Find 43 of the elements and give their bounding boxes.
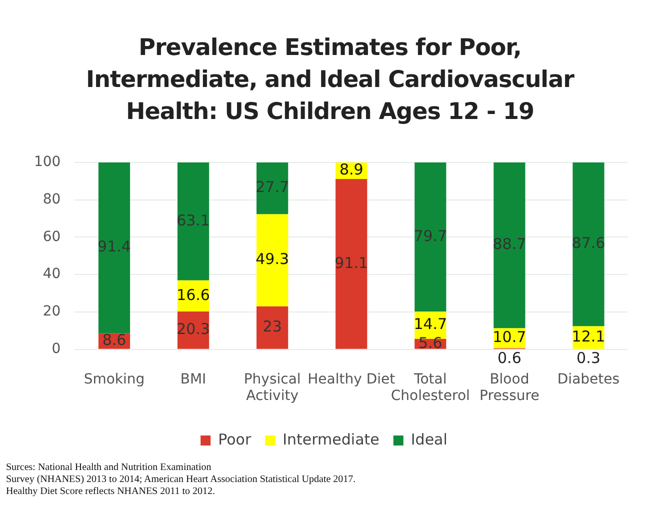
y-tick-label: 60 <box>42 228 61 245</box>
y-tick-label: 0 <box>52 341 61 358</box>
y-tick-label: 80 <box>42 191 61 208</box>
data-label: 20.3 <box>176 320 210 338</box>
data-label: 0.3 <box>576 348 600 367</box>
text: Survey (NHANES) 2013 to 2014; American Heart Association Statistical Update 2017. <box>6 474 356 486</box>
data-label: 63.1 <box>176 211 210 230</box>
y-tick-label: 40 <box>42 266 61 282</box>
data-label: 10.7 <box>492 328 526 346</box>
legend-label: Ideal <box>410 430 448 448</box>
x-tick-label: BMI <box>180 371 206 388</box>
data-label: 27.7 <box>256 178 290 196</box>
x-tick-label: Physical Activity <box>244 371 301 404</box>
y-tick-label: 20 <box>42 304 61 320</box>
legend-label: Poor <box>218 430 252 448</box>
data-label: 5.6 <box>418 334 442 352</box>
x-tick-label: Diabetes <box>557 371 620 388</box>
data-label: 91.1 <box>334 254 368 272</box>
data-label: 79.7 <box>414 226 448 245</box>
bar <box>98 162 130 334</box>
data-label: 12.1 <box>572 327 606 346</box>
bar <box>494 162 526 328</box>
data-label: 0.6 <box>498 348 522 367</box>
x-tick-label: Blood Pressure <box>480 371 540 404</box>
bar <box>256 306 288 349</box>
x-tick-label: Smoking <box>84 371 145 388</box>
bar <box>572 162 604 326</box>
bar <box>572 326 604 349</box>
x-tick-label: Healthy Diet <box>308 371 396 388</box>
text: Healthy Diet Score reflects NHANES 2011 to 2012. <box>6 486 216 498</box>
y-tick-label: 100 <box>34 154 61 170</box>
legend-label: Intermediate <box>282 430 380 448</box>
bar <box>256 162 288 214</box>
data-label: 23 <box>262 318 282 336</box>
bar <box>336 179 368 349</box>
text: Surces: National Health and Nutrition Examination <box>6 462 212 474</box>
data-label: 16.6 <box>176 286 210 304</box>
data-label: 8.9 <box>339 160 364 179</box>
bar <box>177 162 210 280</box>
data-label: 14.7 <box>414 315 448 334</box>
bar <box>414 162 446 312</box>
chart-title: Prevalence Estimates for Poor, Intermediate, and Ideal Cardiovascular Health: US Children Ages 12 - 19 <box>85 34 576 127</box>
data-label: 8.6 <box>102 331 126 349</box>
